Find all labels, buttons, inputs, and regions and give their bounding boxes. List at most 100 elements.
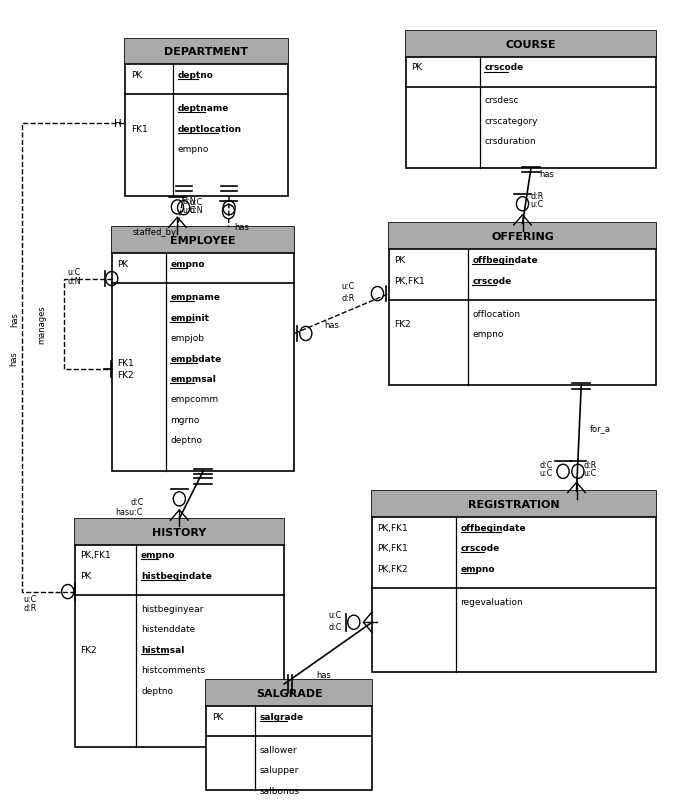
Text: deptno: deptno	[141, 686, 173, 695]
Text: PK: PK	[130, 71, 142, 80]
Text: regevaluation: regevaluation	[460, 597, 523, 606]
Text: empno: empno	[178, 145, 209, 154]
Text: u:C: u:C	[342, 282, 355, 291]
Bar	[389, 224, 656, 250]
Text: d:R: d:R	[583, 460, 597, 469]
Text: d:C: d:C	[130, 498, 144, 507]
Text: salgrade: salgrade	[260, 711, 304, 721]
Bar	[406, 31, 656, 58]
Text: u:C: u:C	[23, 594, 37, 603]
Text: offbegindate: offbegindate	[473, 256, 538, 265]
Text: d:N: d:N	[183, 196, 197, 206]
Text: d:N: d:N	[189, 206, 203, 215]
Text: PK: PK	[117, 260, 128, 269]
Bar	[406, 31, 656, 169]
Text: PK,FK1: PK,FK1	[395, 276, 425, 286]
Bar	[372, 492, 656, 672]
Text: PK,FK1: PK,FK1	[377, 544, 408, 553]
Text: d:C: d:C	[328, 622, 342, 631]
Text: has: has	[10, 311, 19, 326]
Bar	[112, 228, 295, 472]
Text: empjob: empjob	[170, 334, 204, 342]
Text: PK: PK	[395, 256, 406, 265]
Text: crscategory: crscategory	[484, 117, 538, 126]
Text: has: has	[10, 350, 19, 366]
Text: PK,FK1: PK,FK1	[377, 523, 408, 532]
Text: salbonus: salbonus	[260, 785, 300, 795]
Text: d:R: d:R	[531, 192, 544, 201]
Text: u:C: u:C	[328, 610, 342, 619]
Text: H: H	[114, 119, 122, 129]
Text: hasu:C: hasu:C	[115, 507, 142, 516]
Text: empno: empno	[141, 550, 175, 560]
Text: u:C: u:C	[189, 197, 202, 206]
Bar	[372, 492, 656, 517]
Text: FK1
FK2: FK1 FK2	[117, 358, 134, 379]
Bar	[75, 519, 284, 545]
Text: for_a: for_a	[589, 423, 611, 432]
Text: REGISTRATION: REGISTRATION	[469, 500, 560, 509]
Text: empcomm: empcomm	[170, 395, 219, 404]
Text: empname: empname	[170, 293, 220, 302]
Text: COURSE: COURSE	[506, 39, 556, 50]
Text: empinit: empinit	[170, 314, 209, 322]
Text: PK: PK	[212, 711, 223, 721]
Text: histbeginyear: histbeginyear	[141, 604, 204, 613]
Bar	[126, 39, 288, 196]
Bar	[206, 680, 372, 706]
Text: PK: PK	[80, 571, 91, 580]
Text: d:N: d:N	[67, 277, 81, 286]
Text: manages: manages	[37, 305, 46, 344]
Text: staffed_by: staffed_by	[133, 228, 177, 237]
Text: u:C: u:C	[583, 468, 597, 478]
Text: u:C: u:C	[183, 205, 196, 214]
Text: deptno: deptno	[178, 71, 214, 80]
Text: empno: empno	[170, 260, 205, 269]
Text: offlocation: offlocation	[473, 310, 521, 318]
Text: has: has	[235, 223, 249, 232]
Text: histenddate: histenddate	[141, 625, 195, 634]
Text: d:R: d:R	[342, 294, 355, 302]
Text: OFFERING: OFFERING	[491, 232, 554, 242]
Text: crscode: crscode	[473, 276, 512, 286]
Text: FK1: FK1	[130, 124, 148, 134]
Text: d:C: d:C	[540, 460, 553, 469]
Text: DEPARTMENT: DEPARTMENT	[164, 47, 248, 58]
Bar	[112, 228, 295, 254]
Text: crsduration: crsduration	[484, 137, 536, 146]
Text: has: has	[325, 321, 339, 330]
Text: FK2: FK2	[395, 319, 411, 329]
Bar	[75, 519, 284, 747]
Text: salupper: salupper	[260, 765, 299, 774]
Text: empno: empno	[460, 564, 495, 573]
Text: HISTORY: HISTORY	[152, 527, 206, 537]
Text: deptname: deptname	[178, 104, 229, 113]
Text: crsdesc: crsdesc	[484, 96, 519, 105]
Text: u:C: u:C	[531, 200, 544, 209]
Text: has: has	[316, 670, 331, 679]
Text: PK: PK	[411, 63, 422, 72]
Text: empno: empno	[473, 330, 504, 338]
Text: PK,FK1: PK,FK1	[80, 550, 110, 560]
Text: u:C: u:C	[67, 268, 80, 277]
Text: EMPLOYEE: EMPLOYEE	[170, 236, 236, 246]
Text: histcomments: histcomments	[141, 666, 206, 674]
Text: u:C: u:C	[540, 468, 553, 478]
Text: empbdate: empbdate	[170, 354, 221, 363]
Text: histbegindate: histbegindate	[141, 571, 212, 580]
Text: d:R: d:R	[23, 604, 37, 613]
Text: has: has	[539, 170, 554, 179]
Text: deptno: deptno	[170, 435, 202, 445]
Text: sallower: sallower	[260, 745, 297, 754]
Bar	[206, 680, 372, 790]
Text: mgrno: mgrno	[170, 415, 199, 424]
Text: offbegindate: offbegindate	[460, 523, 526, 532]
Bar	[389, 224, 656, 385]
Bar	[126, 39, 288, 66]
Text: crscode: crscode	[460, 544, 500, 553]
Text: histmsal: histmsal	[141, 645, 184, 654]
Text: PK,FK2: PK,FK2	[377, 564, 408, 573]
Text: empmsal: empmsal	[170, 375, 216, 383]
Text: crscode: crscode	[484, 63, 524, 72]
Text: FK2: FK2	[80, 645, 97, 654]
